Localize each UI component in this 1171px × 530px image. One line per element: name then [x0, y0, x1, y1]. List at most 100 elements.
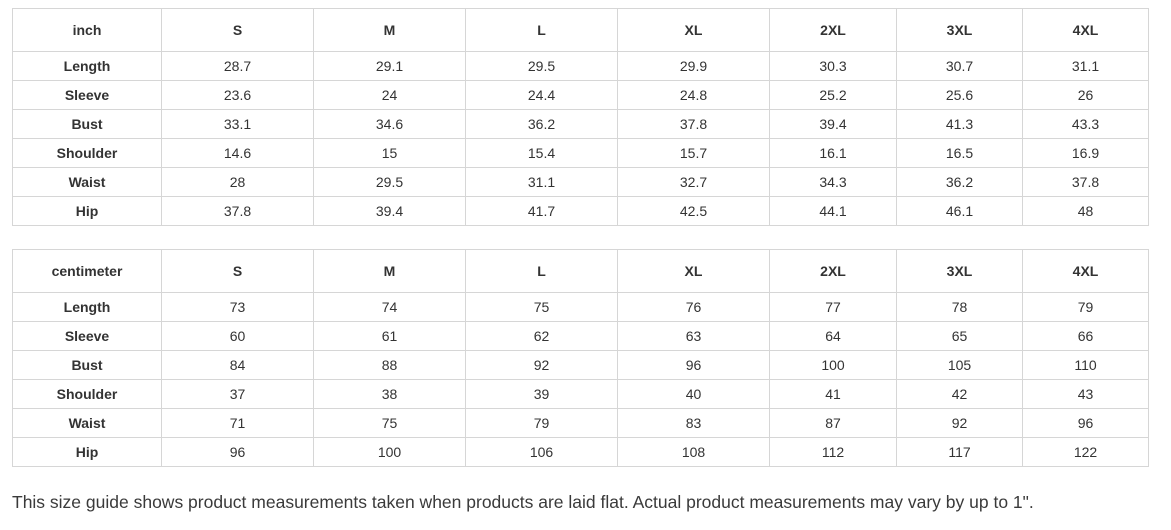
table-cell: 41 [769, 379, 897, 409]
table-cell: 96 [1022, 408, 1149, 438]
row-label: Waist [12, 408, 162, 438]
table-cell: 24.4 [465, 80, 618, 110]
row-label: Bust [12, 109, 162, 139]
table-cell: 31.1 [465, 167, 618, 197]
table-row: Waist 71 75 79 83 87 92 96 [12, 408, 1149, 438]
table-cell: 108 [617, 437, 770, 467]
table-cell: 16.1 [769, 138, 897, 168]
table-cell: 100 [769, 350, 897, 380]
row-label: Sleeve [12, 80, 162, 110]
size-header-4xl: 4XL [1022, 249, 1149, 293]
table-cell: 87 [769, 408, 897, 438]
table-cell: 34.3 [769, 167, 897, 197]
table-cell: 32.7 [617, 167, 770, 197]
table-cell: 74 [313, 292, 466, 322]
table-cell: 75 [313, 408, 466, 438]
table-cell: 65 [896, 321, 1023, 351]
table-cell: 14.6 [161, 138, 314, 168]
table-cell: 25.2 [769, 80, 897, 110]
table-cell: 122 [1022, 437, 1149, 467]
row-label: Shoulder [12, 379, 162, 409]
table-cell: 15.4 [465, 138, 618, 168]
size-header-3xl: 3XL [896, 8, 1023, 52]
table-row: Sleeve 60 61 62 63 64 65 66 [12, 321, 1149, 351]
table-cell: 29.5 [465, 51, 618, 81]
inch-table-body: inch S M L XL 2XL 3XL 4XL Length 28.7 29… [12, 8, 1149, 226]
table-cell: 46.1 [896, 196, 1023, 226]
table-cell: 61 [313, 321, 466, 351]
table-cell: 64 [769, 321, 897, 351]
table-cell: 62 [465, 321, 618, 351]
unit-label: centimeter [12, 249, 162, 293]
table-cell: 37 [161, 379, 314, 409]
row-label: Sleeve [12, 321, 162, 351]
table-cell: 79 [465, 408, 618, 438]
table-cell: 29.5 [313, 167, 466, 197]
inch-size-table: inch S M L XL 2XL 3XL 4XL Length 28.7 29… [12, 8, 1149, 226]
table-cell: 92 [896, 408, 1023, 438]
row-label: Waist [12, 167, 162, 197]
centimeter-size-table: centimeter S M L XL 2XL 3XL 4XL Length 7… [12, 249, 1149, 467]
table-cell: 15 [313, 138, 466, 168]
table-cell: 84 [161, 350, 314, 380]
table-row: Shoulder 37 38 39 40 41 42 43 [12, 379, 1149, 409]
size-header-m: M [313, 249, 466, 293]
size-header-xl: XL [617, 249, 770, 293]
table-cell: 28.7 [161, 51, 314, 81]
table-cell: 29.1 [313, 51, 466, 81]
table-cell: 100 [313, 437, 466, 467]
table-cell: 36.2 [465, 109, 618, 139]
table-cell: 24.8 [617, 80, 770, 110]
table-cell: 38 [313, 379, 466, 409]
table-cell: 31.1 [1022, 51, 1149, 81]
table-cell: 96 [617, 350, 770, 380]
table-cell: 40 [617, 379, 770, 409]
table-cell: 43 [1022, 379, 1149, 409]
table-cell: 110 [1022, 350, 1149, 380]
table-cell: 71 [161, 408, 314, 438]
table-cell: 28 [161, 167, 314, 197]
table-cell: 23.6 [161, 80, 314, 110]
row-label: Length [12, 51, 162, 81]
table-cell: 26 [1022, 80, 1149, 110]
table-cell: 37.8 [1022, 167, 1149, 197]
table-cell: 39 [465, 379, 618, 409]
header-row: inch S M L XL 2XL 3XL 4XL [12, 8, 1149, 52]
table-row: Hip 96 100 106 108 112 117 122 [12, 437, 1149, 467]
table-cell: 83 [617, 408, 770, 438]
table-cell: 96 [161, 437, 314, 467]
table-cell: 78 [896, 292, 1023, 322]
table-cell: 60 [161, 321, 314, 351]
table-cell: 36.2 [896, 167, 1023, 197]
table-cell: 43.3 [1022, 109, 1149, 139]
table-cell: 76 [617, 292, 770, 322]
table-cell: 42 [896, 379, 1023, 409]
table-cell: 16.9 [1022, 138, 1149, 168]
size-header-4xl: 4XL [1022, 8, 1149, 52]
table-cell: 30.7 [896, 51, 1023, 81]
size-header-2xl: 2XL [769, 249, 897, 293]
table-cell: 15.7 [617, 138, 770, 168]
size-header-l: L [465, 8, 618, 52]
table-cell: 34.6 [313, 109, 466, 139]
table-row: Length 28.7 29.1 29.5 29.9 30.3 30.7 31.… [12, 51, 1149, 81]
row-label: Shoulder [12, 138, 162, 168]
table-cell: 112 [769, 437, 897, 467]
table-cell: 41.7 [465, 196, 618, 226]
row-label: Length [12, 292, 162, 322]
table-row: Waist 28 29.5 31.1 32.7 34.3 36.2 37.8 [12, 167, 1149, 197]
header-row: centimeter S M L XL 2XL 3XL 4XL [12, 249, 1149, 293]
table-cell: 66 [1022, 321, 1149, 351]
table-row: Bust 84 88 92 96 100 105 110 [12, 350, 1149, 380]
table-cell: 117 [896, 437, 1023, 467]
table-row: Hip 37.8 39.4 41.7 42.5 44.1 46.1 48 [12, 196, 1149, 226]
table-cell: 79 [1022, 292, 1149, 322]
table-row: Shoulder 14.6 15 15.4 15.7 16.1 16.5 16.… [12, 138, 1149, 168]
table-cell: 88 [313, 350, 466, 380]
table-cell: 25.6 [896, 80, 1023, 110]
size-header-s: S [161, 249, 314, 293]
size-header-3xl: 3XL [896, 249, 1023, 293]
table-cell: 39.4 [313, 196, 466, 226]
table-cell: 37.8 [161, 196, 314, 226]
table-cell: 29.9 [617, 51, 770, 81]
